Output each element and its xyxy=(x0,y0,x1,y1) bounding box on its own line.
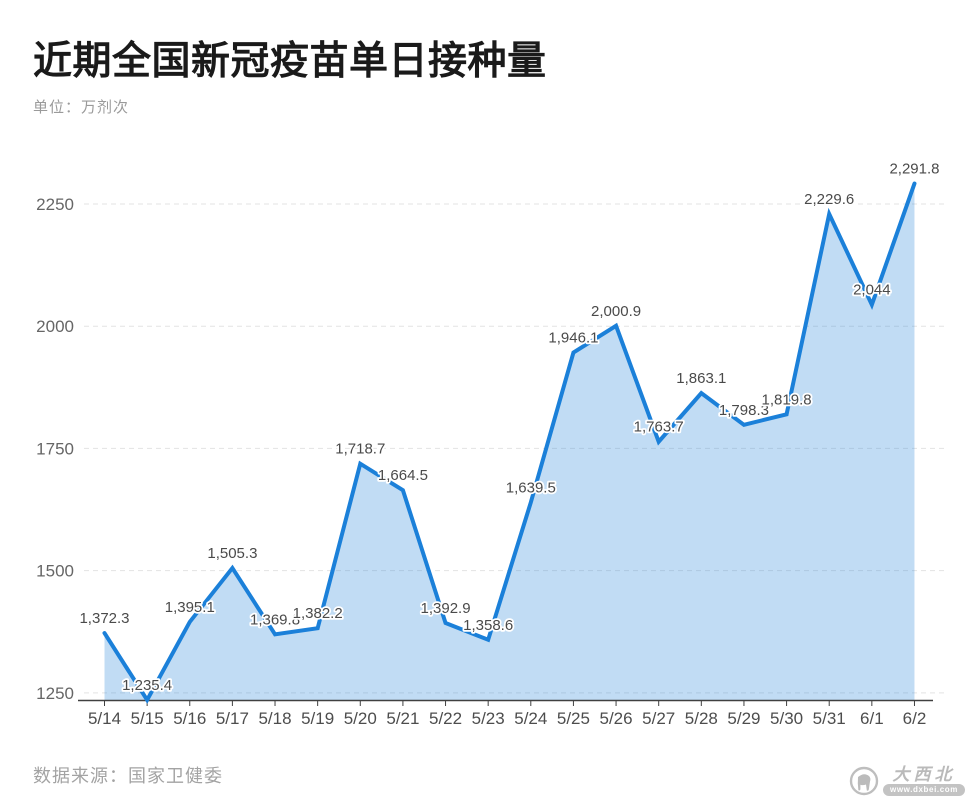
page-title: 近期全国新冠疫苗单日接种量 xyxy=(33,40,547,83)
data-label-5/27: 1,763.7 xyxy=(634,419,684,436)
data-label-6/1: 2,044 xyxy=(853,282,891,299)
watermark-text-block: 大西北 www.dxbei.com xyxy=(883,766,965,796)
data-label-5/23: 1,358.6 xyxy=(463,617,513,634)
x-axis-label-5/24: 5/24 xyxy=(514,709,547,728)
data-label-5/26: 2,000.9 xyxy=(591,303,641,320)
x-axis-label-5/16: 5/16 xyxy=(173,709,206,728)
data-label-5/17: 1,505.3 xyxy=(207,545,257,562)
x-axis-label-5/15: 5/15 xyxy=(131,709,164,728)
x-axis-label-5/23: 5/23 xyxy=(472,709,505,728)
data-source-note: 数据来源：国家卫健委 xyxy=(33,766,223,786)
data-label-5/19: 1,382.2 xyxy=(293,605,343,622)
y-axis-label-1500: 1500 xyxy=(36,562,74,581)
data-label-5/28: 1,863.1 xyxy=(676,370,726,387)
data-label-5/24: 1,639.5 xyxy=(506,479,556,496)
site-watermark: 大西北 www.dxbei.com xyxy=(849,766,965,796)
x-axis-label-5/27: 5/27 xyxy=(642,709,675,728)
watermark-site-name: 大西北 xyxy=(892,764,956,784)
x-axis-label-5/25: 5/25 xyxy=(557,709,590,728)
x-axis-label-5/21: 5/21 xyxy=(386,709,419,728)
data-label-5/22: 1,392.9 xyxy=(421,600,471,617)
y-axis-label-1250: 1250 xyxy=(36,684,74,703)
data-label-5/21: 1,664.5 xyxy=(378,467,428,484)
x-axis-label-5/18: 5/18 xyxy=(258,709,291,728)
data-label-5/25: 1,946.1 xyxy=(548,330,598,347)
x-axis-label-5/19: 5/19 xyxy=(301,709,334,728)
y-axis-label-1750: 1750 xyxy=(36,439,74,458)
x-axis-label-5/22: 5/22 xyxy=(429,709,462,728)
data-label-5/18: 1,369.8 xyxy=(250,611,300,628)
x-axis-label-6/1: 6/1 xyxy=(860,709,884,728)
x-axis-label-5/20: 5/20 xyxy=(344,709,377,728)
data-label-5/31: 2,229.6 xyxy=(804,191,854,208)
area-fill xyxy=(104,183,915,700)
data-label-5/14: 1,372.3 xyxy=(79,610,129,627)
trend-line xyxy=(102,181,917,704)
x-axis-label-5/14: 5/14 xyxy=(88,709,121,728)
watermark-site-url: www.dxbei.com xyxy=(883,783,965,796)
data-label-5/20: 1,718.7 xyxy=(335,441,385,458)
y-axis-label-2000: 2000 xyxy=(36,317,74,336)
data-label-6/2: 2,291.8 xyxy=(889,161,939,178)
x-axis-label-5/28: 5/28 xyxy=(685,709,718,728)
data-label-5/16: 1,395.1 xyxy=(165,599,215,616)
data-label-5/29: 1,798.3 xyxy=(719,402,769,419)
elephant-logo-icon xyxy=(849,766,879,795)
x-axis-label-6/2: 6/2 xyxy=(903,709,927,728)
y-axis-label-2250: 2250 xyxy=(36,195,74,214)
data-label-5/30: 1,819.8 xyxy=(762,391,812,408)
x-axis-label-5/17: 5/17 xyxy=(216,709,249,728)
x-axis-label-5/31: 5/31 xyxy=(813,709,846,728)
data-label-5/15: 1,235.4 xyxy=(122,677,172,694)
x-axis-label-5/30: 5/30 xyxy=(770,709,803,728)
x-axis-label-5/29: 5/29 xyxy=(727,709,760,728)
unit-label: 单位：万剂次 xyxy=(33,99,130,116)
x-axis-label-5/26: 5/26 xyxy=(600,709,633,728)
